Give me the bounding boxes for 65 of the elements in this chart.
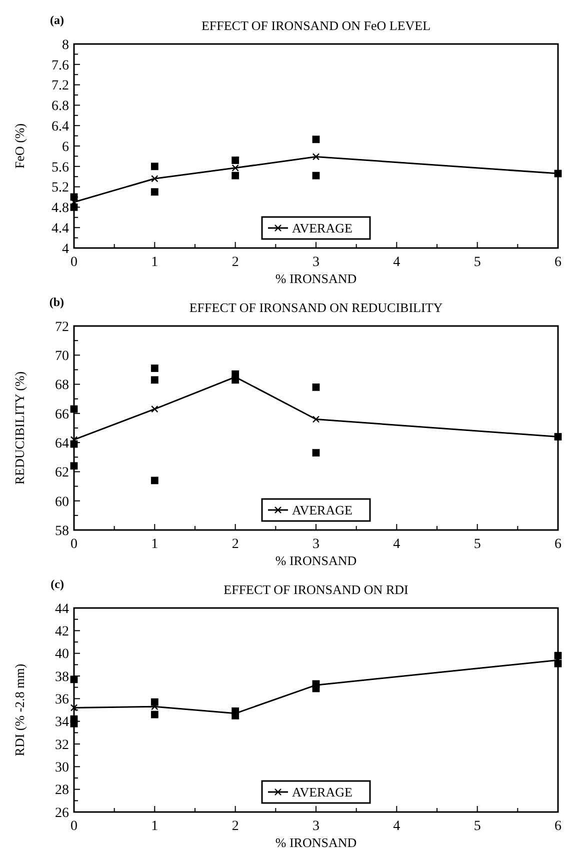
y-tick-label: 32 bbox=[55, 738, 69, 753]
y-axis-title: REDUCIBILITY (%) bbox=[12, 371, 27, 485]
y-tick-label: 4.4 bbox=[52, 222, 69, 236]
y-tick-label: 72 bbox=[55, 320, 69, 335]
x-axis-title: % IRONSAND bbox=[275, 553, 357, 568]
x-tick-label: 2 bbox=[232, 819, 239, 834]
y-tick-label: 42 bbox=[55, 624, 69, 640]
y-tick-label: 7.6 bbox=[52, 58, 69, 74]
y-tick-label: 40 bbox=[55, 647, 69, 662]
y-tick-label: 7.2 bbox=[52, 78, 69, 94]
y-tick-label: 70 bbox=[55, 349, 69, 364]
x-tick-label: 5 bbox=[474, 255, 481, 270]
chart-title: EFFECT OF IRONSAND ON REDUCIBILITY bbox=[189, 300, 444, 315]
x-tick-label: 3 bbox=[312, 819, 320, 834]
y-tick-label: 66 bbox=[55, 407, 69, 422]
y-tick-label: 44 bbox=[55, 602, 69, 617]
y-tick-label: 5.6 bbox=[52, 160, 69, 176]
y-tick-label: 26 bbox=[55, 806, 69, 821]
text: (c) bbox=[50, 577, 64, 591]
x-tick-label: 3 bbox=[312, 255, 320, 270]
y-tick-label: 34 bbox=[55, 715, 69, 730]
x-tick-label: 1 bbox=[151, 537, 158, 552]
x-tick-label: 5 bbox=[474, 819, 481, 834]
y-tick-label: 4.8 bbox=[52, 201, 69, 216]
y-tick-label: 62 bbox=[55, 466, 69, 481]
y-tick-label: 5.2 bbox=[52, 180, 69, 196]
x-tick-label: 6 bbox=[554, 819, 562, 834]
x-tick-label: 6 bbox=[554, 537, 562, 552]
y-axis-title: FeO (%) bbox=[12, 123, 27, 169]
x-tick-label: 2 bbox=[232, 537, 239, 552]
x-tick-label: 0 bbox=[70, 819, 78, 834]
y-tick-label: 38 bbox=[55, 670, 69, 685]
x-tick-label: 4 bbox=[393, 537, 400, 552]
x-tick-label: 2 bbox=[232, 255, 239, 270]
x-tick-label: 3 bbox=[312, 537, 320, 552]
y-axis-title: RDI (% -2.8 mm) bbox=[12, 664, 27, 756]
chart-title: EFFECT OF IRONSAND ON RDI bbox=[224, 582, 408, 597]
x-tick-label: 4 bbox=[393, 819, 400, 834]
text: (b) bbox=[49, 295, 64, 309]
x-tick-label: 4 bbox=[393, 255, 400, 270]
y-tick-label: 6.4 bbox=[52, 120, 69, 134]
x-tick-label: 1 bbox=[151, 255, 158, 270]
y-tick-label: 28 bbox=[55, 783, 69, 798]
x-tick-label: 0 bbox=[70, 537, 78, 552]
legend-label: AVERAGE bbox=[292, 220, 352, 236]
y-tick-label: 68 bbox=[55, 378, 69, 394]
y-tick-label: 60 bbox=[55, 494, 69, 510]
x-axis-title: % IRONSAND bbox=[275, 271, 357, 286]
x-tick-label: 0 bbox=[70, 255, 78, 270]
x-tick-label: 1 bbox=[151, 819, 158, 834]
y-tick-label: 36 bbox=[55, 692, 69, 708]
legend-label: AVERAGE bbox=[292, 784, 352, 800]
x-tick-label: 5 bbox=[474, 537, 481, 552]
y-tick-label: 6 bbox=[62, 140, 69, 155]
y-tick-label: 64 bbox=[55, 436, 69, 452]
chart-title: EFFECT OF IRONSAND ON FeO LEVEL bbox=[201, 18, 431, 33]
y-tick-label: 8 bbox=[62, 38, 69, 53]
y-tick-label: 30 bbox=[55, 760, 69, 776]
x-axis-title: % IRONSAND bbox=[275, 835, 357, 850]
y-tick-label: 58 bbox=[55, 524, 69, 539]
x-tick-label: 6 bbox=[554, 255, 562, 270]
legend-label: AVERAGE bbox=[292, 502, 352, 518]
y-tick-label: 4 bbox=[62, 242, 69, 257]
y-tick-label: 6.8 bbox=[52, 99, 69, 114]
text: (a) bbox=[50, 13, 64, 27]
